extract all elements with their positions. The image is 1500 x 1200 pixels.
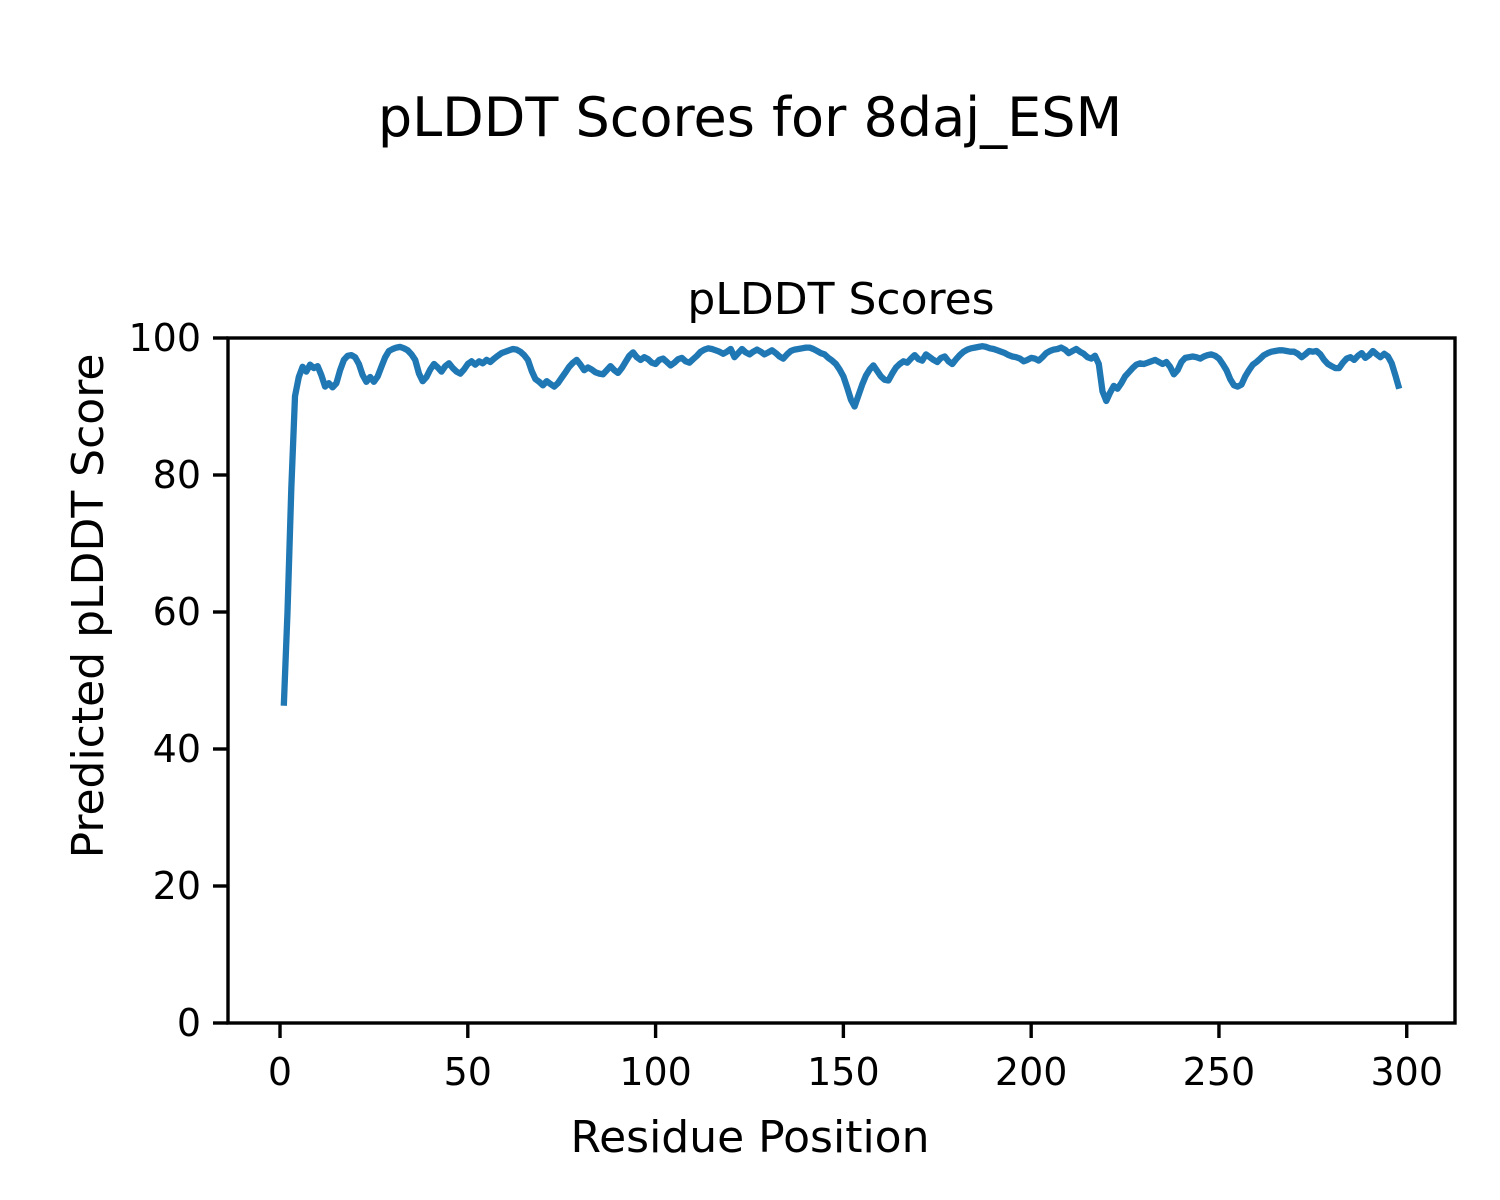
figure-suptitle: pLDDT Scores for 8daj_ESM [378,86,1122,149]
tick-label: 0 [268,1050,292,1094]
tick-label: 150 [807,1050,880,1094]
axes-title: pLDDT Scores [687,274,994,325]
tick-label: 50 [444,1050,492,1094]
plddt-series-line [280,343,1403,706]
y-axis-label: Predicted pLDDT Score [63,354,114,859]
tick-label: 250 [1183,1050,1256,1094]
tick-label: 60 [153,590,201,634]
plot-border [226,336,1457,1025]
x-axis-label: Residue Position [570,1112,929,1163]
tick-label: 100 [619,1050,692,1094]
tick-label: 40 [153,727,201,771]
tick-label: 0 [177,1001,201,1045]
tick-label: 20 [153,864,201,908]
tick-label: 80 [153,453,201,497]
y-axis-ticks: 0 20 40 60 80 100 [128,316,228,1045]
tick-label: 200 [995,1050,1068,1094]
x-axis-ticks: 0 50 100 150 200 250 300 [268,1023,1443,1094]
tick-label: 300 [1370,1050,1443,1094]
tick-label: 100 [128,316,201,360]
